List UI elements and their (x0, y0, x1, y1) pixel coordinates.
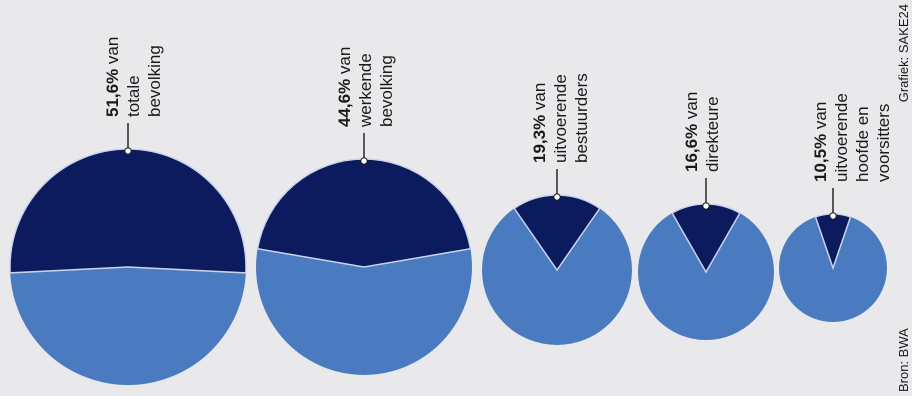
pie-label-line: bevolking (377, 55, 396, 127)
pie-uitvoerende-hoofde-en-voorsitters: 10,5% van uitvoerende hoofde en voorsitters (779, 93, 893, 322)
leader-dot (360, 157, 368, 165)
pie-uitvoerende-bestuurders: 19,3% van uitvoerende bestuurders (482, 73, 632, 345)
pie-label-line: 16,6% van (682, 92, 701, 172)
leader-dot (829, 212, 837, 220)
pie-value-label: 44,6% (335, 79, 354, 127)
pie-label-line: totale (124, 75, 143, 117)
source-note: Bron: BWA (896, 328, 911, 392)
pie-value-label: 19,3% (530, 115, 549, 163)
pie-label: 10,5% van uitvoerende hoofde en voorsitters (811, 93, 893, 182)
pie-label-line: uitvoerende (551, 74, 570, 163)
pie-slice-highlight (256, 158, 472, 268)
pie-label: 44,6% van werkende bevolking (335, 47, 396, 128)
pie-label-line: voorsitters (874, 104, 893, 182)
pie-label-line: werkende (356, 53, 375, 128)
pie-label-line: bestuurders (572, 73, 591, 163)
pie-werkende-bevolking: 44,6% van werkende bevolking (256, 47, 472, 375)
credit-note: Grafiek: SAKE24 (896, 4, 911, 102)
pie-label-line: bevolking (145, 45, 164, 117)
pie-label-line: uitvoerende (832, 93, 851, 182)
pie-label-line: direkteure (703, 96, 722, 172)
pie-label-line: 44,6% van (335, 47, 354, 127)
pie-label-line: 51,6% van (103, 37, 122, 117)
pie-label-line: 19,3% van (530, 83, 549, 163)
pie-label: 19,3% van uitvoerende bestuurders (530, 73, 591, 163)
pie-label: 16,6% van direkteure (682, 92, 722, 172)
pie-value-label: 51,6% (103, 69, 122, 117)
leader-dot (702, 202, 710, 210)
pie-value-label: 16,6% (682, 124, 701, 172)
pie-totale-bevolking: 51,6% vantotale bevolking (9, 37, 247, 385)
pie-value-label: 10,5% (811, 134, 830, 182)
pie-label-line: hoofde en (853, 106, 872, 182)
leader-dot (553, 193, 561, 201)
pie-label-line: 10,5% van (811, 102, 830, 182)
pie-slice-highlight (9, 148, 247, 274)
leader-dot (124, 147, 132, 155)
pie-direkteure: 16,6% van direkteure (638, 92, 774, 340)
pie-label: 51,6% vantotale bevolking (103, 37, 164, 117)
